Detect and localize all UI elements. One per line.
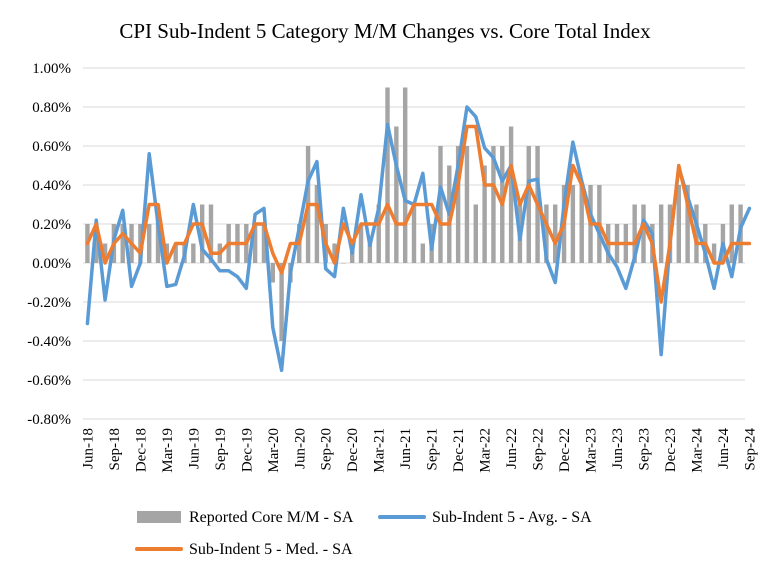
bar <box>102 243 108 263</box>
x-tick-label: Sep-22 <box>531 428 547 471</box>
x-tick-label: Mar-20 <box>266 428 282 473</box>
x-tick-label: Mar-22 <box>478 428 494 473</box>
x-tick-label: Mar-21 <box>372 428 388 473</box>
y-tick-label: -0.40% <box>27 334 71 350</box>
x-tick-label: Jun-18 <box>80 428 96 469</box>
bar <box>729 204 734 263</box>
legend-label: Sub-Indent 5 - Avg. - SA <box>432 509 592 526</box>
x-tick-label: Sep-24 <box>742 428 758 471</box>
bar <box>120 224 125 263</box>
bar <box>376 204 381 263</box>
bar <box>394 126 399 263</box>
x-tick-label: Dec-22 <box>557 428 573 472</box>
chart-title: CPI Sub-Indent 5 Category M/M Changes vs… <box>119 19 651 43</box>
bar <box>402 87 408 263</box>
x-tick-label: Jun-24 <box>716 428 732 469</box>
x-tick-label: Dec-20 <box>345 428 361 472</box>
y-tick-label: 0.80% <box>32 100 71 116</box>
bar <box>570 185 576 263</box>
bar <box>385 87 390 263</box>
legend: Reported Core M/M - SA Sub-Indent 5 - Avg… <box>135 509 592 558</box>
bar <box>553 204 558 263</box>
x-tick-label: Jun-22 <box>504 428 520 469</box>
line-series-avg <box>85 105 752 372</box>
bar-series-reported-core <box>85 87 743 341</box>
y-tick-label: -0.20% <box>27 295 71 311</box>
x-tick-label: Dec-19 <box>239 428 255 472</box>
line-series-group <box>85 105 752 372</box>
bar <box>208 204 214 263</box>
y-axis: -0.80% -0.60% -0.40% -0.20% 0.00% 0.20% 0.40% 0… <box>27 61 71 428</box>
x-tick-label: Jun-21 <box>398 428 414 469</box>
legend-swatch-bar <box>137 511 181 523</box>
bar <box>314 185 320 263</box>
x-tick-label: Dec-21 <box>451 428 467 472</box>
bar <box>526 146 531 263</box>
bar <box>411 204 417 263</box>
bar <box>711 243 717 263</box>
bar <box>685 185 690 263</box>
bar <box>694 204 699 263</box>
legend-label: Reported Core M/M - SA <box>189 509 354 526</box>
bar <box>261 224 267 263</box>
y-tick-label: 1.00% <box>32 61 71 77</box>
bar <box>420 243 426 263</box>
bar <box>676 185 682 263</box>
y-tick-label: 0.20% <box>32 217 71 233</box>
bar <box>632 204 637 263</box>
bar <box>544 204 549 263</box>
bar <box>455 146 461 263</box>
bar <box>173 243 178 263</box>
x-tick-label: Sep-20 <box>319 428 335 471</box>
x-tick-label: Mar-23 <box>584 428 600 473</box>
bar <box>641 204 646 263</box>
bar <box>438 146 443 263</box>
y-tick-label: 0.60% <box>32 139 71 155</box>
bar <box>491 146 496 263</box>
bar <box>146 224 152 263</box>
legend-label: Sub-Indent 5 - Med. - SA <box>189 541 353 558</box>
x-tick-label: Dec-18 <box>133 428 149 472</box>
x-tick-label: Dec-23 <box>663 428 679 472</box>
x-tick-label: Mar-24 <box>689 428 705 473</box>
bar <box>199 204 205 263</box>
bar <box>579 185 584 263</box>
x-tick-label: Sep-19 <box>213 428 229 471</box>
x-tick-label: Mar-19 <box>160 428 176 473</box>
bar <box>191 243 196 263</box>
bar <box>332 243 337 263</box>
x-tick-label: Jun-19 <box>186 428 202 469</box>
bar <box>464 146 470 263</box>
bar <box>358 224 364 263</box>
bar <box>508 126 514 263</box>
bar <box>341 263 346 264</box>
bar <box>473 204 478 263</box>
bar <box>658 204 664 263</box>
y-tick-label: -0.60% <box>27 373 71 389</box>
bar <box>482 165 487 263</box>
x-tick-label: Sep-18 <box>107 428 123 471</box>
bar <box>94 224 99 263</box>
bar <box>252 224 258 263</box>
x-axis: Jun-18 Sep-18 Dec-18 Mar-19 Jun-19 Sep-19 Dec-… <box>80 428 758 473</box>
x-tick-label: Sep-23 <box>636 428 652 471</box>
y-tick-label: 0.00% <box>32 256 71 272</box>
x-tick-label: Jun-23 <box>610 428 626 469</box>
bar <box>279 263 284 341</box>
line-series-median <box>85 124 752 304</box>
x-tick-label: Sep-21 <box>425 428 441 471</box>
x-tick-label: Jun-20 <box>292 428 308 469</box>
bar <box>270 263 275 283</box>
bar <box>367 243 373 263</box>
y-tick-label: 0.40% <box>32 178 71 194</box>
y-tick-label: -0.80% <box>27 412 71 428</box>
